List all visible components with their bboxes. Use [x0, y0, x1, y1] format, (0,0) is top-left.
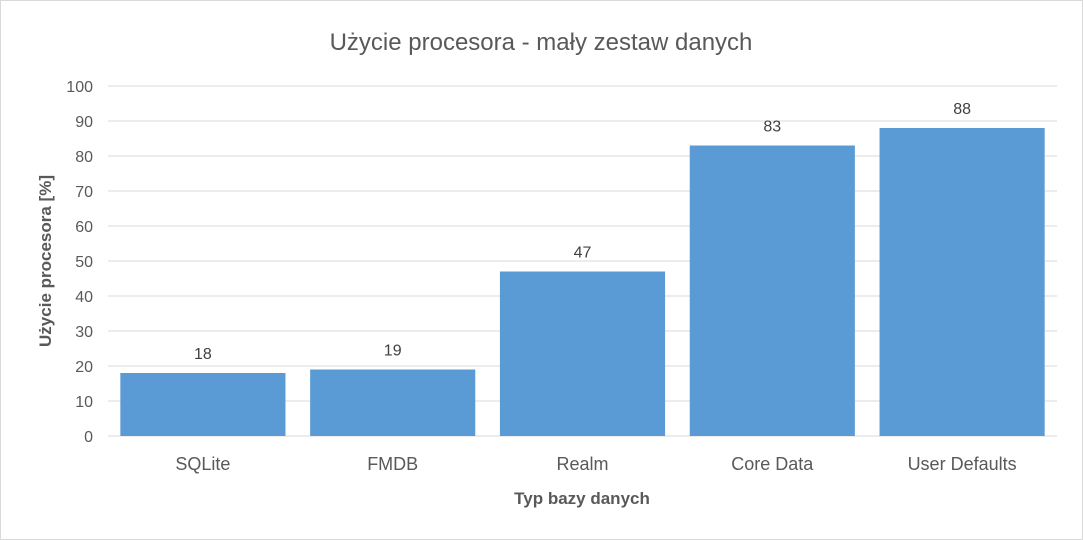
y-tick-label: 90 [75, 114, 93, 131]
bar [689, 145, 855, 436]
x-category-label: SQLite [175, 454, 230, 474]
data-label: 47 [574, 245, 592, 262]
data-labels: 18 19 47 83 88 [194, 101, 971, 363]
bars [120, 128, 1045, 436]
x-category-label: FMDB [367, 454, 418, 474]
y-tick-label: 50 [75, 254, 93, 271]
bar [120, 373, 286, 436]
y-tick-label: 20 [75, 359, 93, 376]
bar [310, 369, 476, 436]
x-axis-categories: SQLite FMDB Realm Core Data User Defaults [175, 454, 1016, 474]
y-tick-label: 80 [75, 149, 93, 166]
data-label: 88 [953, 101, 971, 118]
data-label: 83 [763, 119, 781, 136]
bar [879, 128, 1045, 436]
y-tick-label: 70 [75, 184, 93, 201]
y-axis-title: Użycie procesora [%] [36, 175, 55, 347]
data-label: 18 [194, 346, 212, 363]
y-tick-label: 0 [84, 429, 93, 446]
y-tick-label: 40 [75, 289, 93, 306]
x-category-label: Realm [556, 454, 608, 474]
y-tick-label: 30 [75, 324, 93, 341]
y-tick-label: 60 [75, 219, 93, 236]
x-category-label: Core Data [731, 454, 814, 474]
y-tick-label: 10 [75, 394, 93, 411]
data-label: 19 [384, 343, 402, 360]
bar [499, 271, 666, 436]
chart-title: Użycie procesora - mały zestaw danych [330, 29, 753, 56]
x-category-label: User Defaults [908, 454, 1017, 474]
x-axis-title: Typ bazy danych [514, 489, 650, 508]
y-axis-ticks: 0 10 20 30 40 50 60 70 80 90 100 [66, 79, 93, 446]
y-tick-label: 100 [66, 79, 93, 96]
